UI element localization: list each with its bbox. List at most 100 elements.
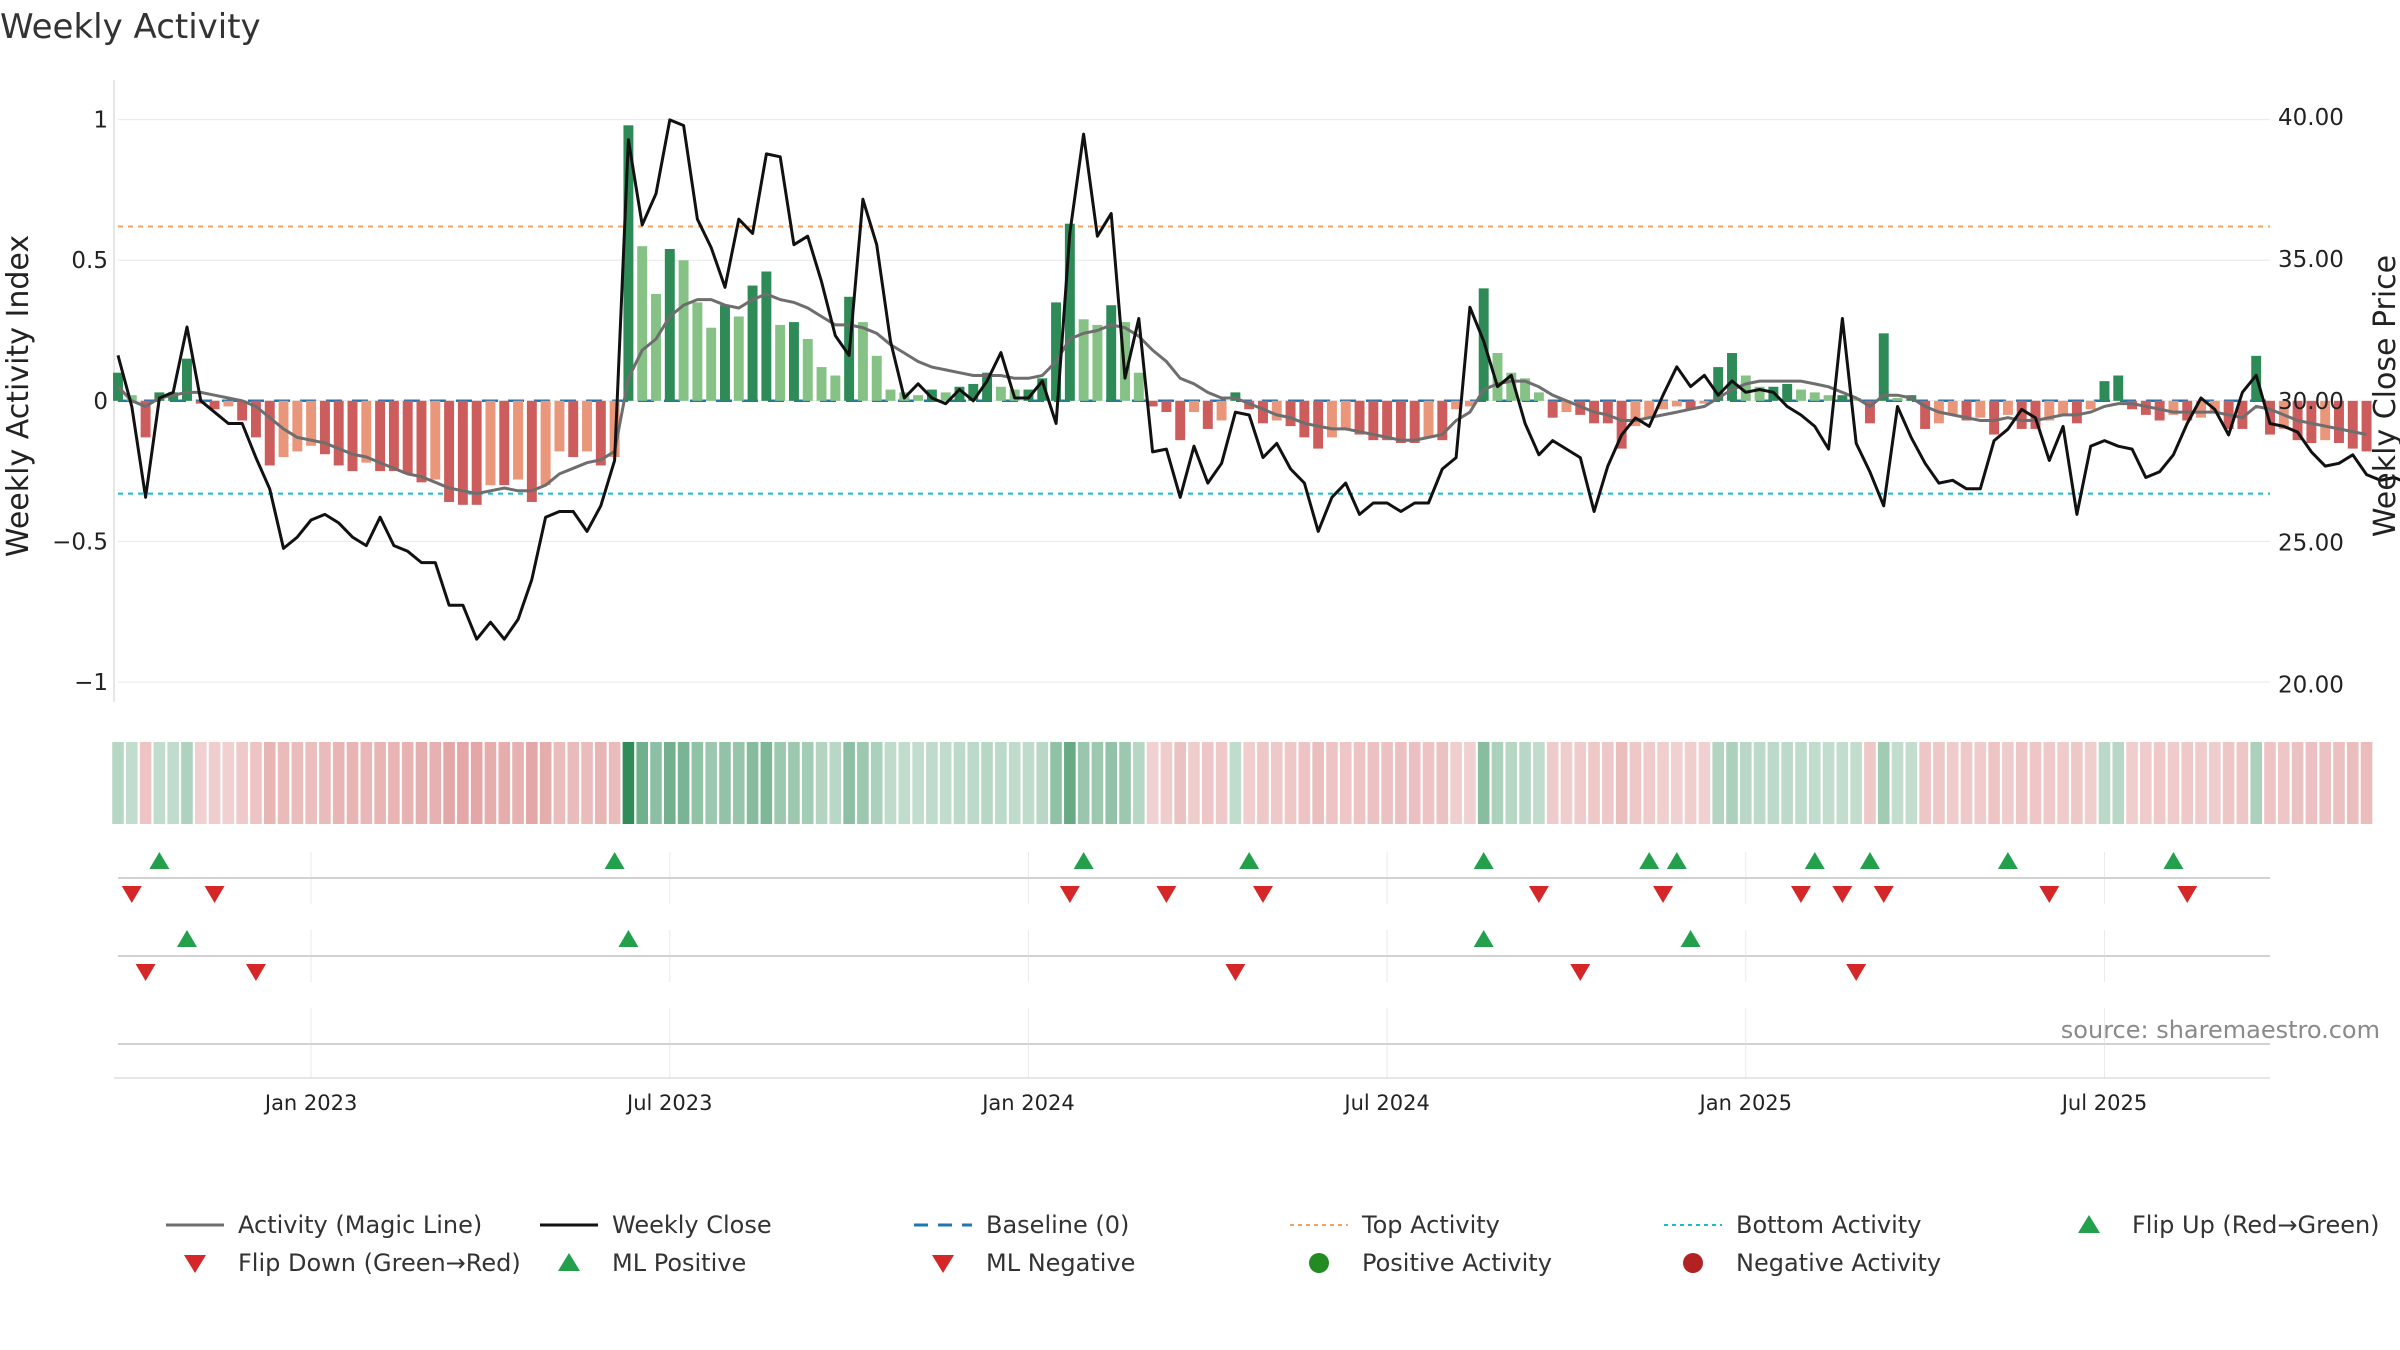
strip-cell (2153, 742, 2166, 824)
activity-bar (1961, 400, 1972, 421)
activity-bar (747, 285, 758, 401)
activity-bar (2196, 400, 2206, 418)
activity-bar (444, 400, 455, 503)
activity-bar (1920, 400, 1931, 429)
strip-cell (1064, 742, 1076, 824)
strip-cell (263, 742, 276, 824)
activity-bar (802, 338, 813, 401)
activity-bar (1561, 400, 1572, 413)
legend-label: Activity (Magic Line) (238, 1211, 482, 1239)
legend-swatch (1683, 1253, 1703, 1273)
strip-cell (236, 742, 248, 824)
flip-down-marker (2039, 886, 2060, 903)
activity-bar (940, 392, 951, 401)
activity-bar (1258, 400, 1268, 424)
strip-cell (1988, 742, 2000, 824)
activity-bar (1644, 400, 1655, 418)
activity-bar (1202, 400, 1213, 429)
activity-bar (1837, 395, 1848, 401)
strip-cell (305, 742, 317, 824)
strip-cell (884, 742, 897, 824)
activity-bar (1051, 302, 1062, 401)
strip-cell (1022, 742, 1035, 824)
strip-cell (526, 742, 538, 824)
strip-cell (815, 742, 828, 824)
activity-bar (1492, 353, 1503, 401)
activity-bar (430, 400, 441, 480)
activity-bar (1354, 400, 1365, 435)
activity-bar (582, 400, 592, 452)
strip-cell (1753, 742, 1766, 824)
y2-tick-label: 35.00 (2278, 247, 2344, 273)
strip-cell (1436, 742, 1449, 824)
activity-bar (140, 400, 151, 438)
activity-bar (1382, 400, 1393, 441)
strip-cell (2181, 742, 2194, 824)
activity-bar (982, 372, 993, 401)
flip-down-marker (204, 886, 225, 903)
activity-bar (595, 400, 606, 466)
flip-down-marker (1252, 886, 1273, 903)
activity-bar (250, 400, 261, 438)
activity-bar (664, 249, 675, 401)
strip-cell (539, 742, 552, 824)
strip-cell (636, 742, 648, 824)
strip-cell (2002, 742, 2014, 824)
strip-cell (1091, 742, 1104, 824)
strip-cell (1629, 742, 1642, 824)
strip-cell (181, 742, 193, 824)
strip-cell (1339, 742, 1352, 824)
legend-item: Positive Activity (1309, 1249, 1552, 1277)
strip-cell (1574, 742, 1587, 824)
strip-cell (374, 742, 386, 824)
legend-label: Flip Up (Red→Green) (2132, 1211, 2380, 1239)
strip-cell (1919, 742, 1931, 824)
x-tick-label: Jan 2024 (980, 1091, 1075, 1115)
flip-up-marker (1239, 852, 1260, 869)
activity-bar (182, 358, 192, 401)
strip-cell (981, 742, 993, 824)
strip-cell (277, 742, 290, 824)
strip-cell (1477, 742, 1490, 824)
strip-cell (167, 742, 179, 824)
strip-cell (774, 742, 786, 824)
activity-bar (995, 386, 1006, 401)
activity-bar (1106, 305, 1117, 401)
strip-cell (2057, 742, 2069, 824)
activity-bar (733, 316, 744, 401)
activity-bar (1782, 383, 1793, 401)
y2-axis-label: Weekly Close Price (2368, 255, 2400, 537)
chart-title: Weekly Activity (0, 7, 261, 47)
strip-cell (1877, 742, 1890, 824)
activity-bar (2113, 375, 2124, 401)
strip-cell (1257, 742, 1269, 824)
activity-bar (2237, 400, 2248, 429)
activity-bar (761, 271, 772, 401)
strip-cell (2222, 742, 2235, 824)
flip-down-marker (1873, 886, 1894, 903)
activity-bar (2058, 400, 2069, 415)
activity-bar (540, 400, 551, 486)
strip-cell (870, 742, 883, 824)
legend-swatch (2078, 1215, 2100, 1233)
flip-up-marker (604, 852, 625, 869)
activity-bar (2016, 400, 2027, 429)
strip-cell (1326, 742, 1338, 824)
strip-cell (1864, 742, 1876, 824)
activity-bar (485, 400, 496, 486)
flip-up-marker (1859, 852, 1880, 869)
strip-cell (1781, 742, 1793, 824)
strip-cell (1795, 742, 1807, 824)
legend-label: Negative Activity (1736, 1249, 1941, 1277)
strip-cell (1243, 742, 1255, 824)
y-tick-label: −1 (74, 670, 108, 696)
strip-cell (2209, 742, 2221, 824)
legend-label: Flip Down (Green→Red) (238, 1249, 521, 1277)
flip-down-marker (1528, 886, 1549, 903)
activity-bar (388, 400, 399, 472)
activity-bar (1285, 400, 1296, 427)
strip-cell (1546, 742, 1559, 824)
legend-label: Top Activity (1361, 1211, 1500, 1239)
strip-cell (484, 742, 497, 824)
strip-cell (553, 742, 566, 824)
